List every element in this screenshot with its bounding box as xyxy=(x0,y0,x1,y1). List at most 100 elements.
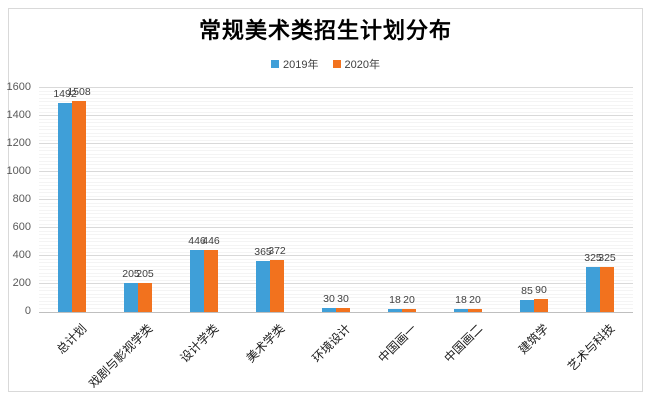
legend-swatch-2019-icon xyxy=(271,60,280,68)
legend-swatch-2020-icon xyxy=(332,60,341,68)
y-tick-label: 1000 xyxy=(6,165,31,177)
minor-gridline xyxy=(39,220,633,221)
minor-gridline xyxy=(39,111,633,113)
minor-gridline xyxy=(39,178,633,179)
bar-2020年 xyxy=(204,249,218,312)
x-axis-label: 美术学类 xyxy=(243,321,288,366)
x-axis-label: 艺术与科技 xyxy=(564,321,618,374)
value-label: 1508 xyxy=(67,85,91,98)
x-axis-label: 中国画二 xyxy=(441,321,486,366)
bar-2019年 xyxy=(58,103,72,312)
bar-2019年 xyxy=(388,309,402,312)
bar-2019年 xyxy=(322,307,336,312)
minor-gridline xyxy=(39,279,633,281)
bar-2020年 xyxy=(534,299,548,312)
value-label: 446 xyxy=(188,234,206,247)
minor-gridline xyxy=(39,129,633,130)
minor-gridline xyxy=(39,293,633,295)
major-gridline xyxy=(39,171,633,172)
minor-gridline xyxy=(39,234,633,235)
minor-gridline xyxy=(39,276,633,277)
minor-gridline xyxy=(39,244,633,246)
bar-2020年 xyxy=(72,100,86,312)
x-axis-label: 环境设计 xyxy=(309,321,354,366)
minor-gridline xyxy=(39,206,633,207)
minor-gridline xyxy=(39,262,633,263)
minor-gridline xyxy=(39,185,633,186)
value-label: 446 xyxy=(202,234,220,247)
value-label: 205 xyxy=(122,268,140,281)
minor-gridline xyxy=(39,101,633,102)
major-gridline xyxy=(39,255,633,256)
major-gridline xyxy=(39,283,633,284)
minor-gridline xyxy=(39,209,633,211)
value-label: 365 xyxy=(254,245,272,258)
y-tick-label: 1400 xyxy=(6,109,31,121)
y-tick-label: 1600 xyxy=(6,81,31,93)
legend-item-2019: 2019年 xyxy=(271,56,319,72)
minor-gridline xyxy=(39,230,633,232)
minor-gridline xyxy=(39,136,633,137)
minor-gridline xyxy=(39,108,633,109)
minor-gridline xyxy=(39,139,633,141)
bar-2019年 xyxy=(190,249,204,312)
x-axis-label: 戏剧与影视学类 xyxy=(86,321,156,391)
minor-gridline xyxy=(39,223,633,225)
minor-gridline xyxy=(39,195,633,197)
value-label: 85 xyxy=(521,285,533,298)
minor-gridline xyxy=(39,160,633,162)
minor-gridline xyxy=(39,153,633,155)
minor-gridline xyxy=(39,150,633,151)
value-label: 90 xyxy=(535,284,547,297)
bar-2019年 xyxy=(520,300,534,312)
minor-gridline xyxy=(39,202,633,204)
bar-2020年 xyxy=(336,307,350,312)
value-label: 30 xyxy=(323,292,335,305)
bar-2019年 xyxy=(256,260,270,312)
minor-gridline xyxy=(39,216,633,218)
bar-2020年 xyxy=(468,309,482,312)
minor-gridline xyxy=(39,122,633,123)
y-tick-label: 200 xyxy=(12,277,31,289)
minor-gridline xyxy=(39,286,633,288)
x-axis-label: 中国画一 xyxy=(375,321,420,366)
chart-title: 常规美术类招生计划分布 xyxy=(198,18,452,43)
x-axis-label: 建筑学 xyxy=(515,321,552,357)
minor-gridline xyxy=(39,118,633,120)
bar-2020年 xyxy=(138,283,152,312)
legend-label-2019: 2019年 xyxy=(283,59,319,71)
minor-gridline xyxy=(39,192,633,193)
value-label: 372 xyxy=(268,244,286,257)
minor-gridline xyxy=(39,164,633,165)
legend: 2019年 2020年 xyxy=(0,56,651,72)
bar-2019年 xyxy=(124,283,138,312)
minor-gridline xyxy=(39,181,633,183)
minor-gridline xyxy=(39,90,633,92)
minor-gridline xyxy=(39,241,633,242)
major-gridline xyxy=(39,199,633,200)
minor-gridline xyxy=(39,237,633,239)
bar-2020年 xyxy=(270,259,284,312)
value-label: 325 xyxy=(598,251,616,264)
y-tick-label: 0 xyxy=(24,305,31,317)
value-label: 1492 xyxy=(53,88,77,101)
minor-gridline xyxy=(39,146,633,148)
bar-2020年 xyxy=(402,309,416,312)
minor-gridline xyxy=(39,300,633,302)
value-label: 18 xyxy=(389,294,401,307)
minor-gridline xyxy=(39,248,633,249)
y-tick-label: 600 xyxy=(12,221,31,233)
y-tick-label: 400 xyxy=(12,249,31,261)
legend-label-2020: 2020年 xyxy=(344,59,380,71)
minor-gridline xyxy=(39,265,633,267)
minor-gridline xyxy=(39,251,633,253)
legend-item-2020: 2020年 xyxy=(332,56,380,72)
major-gridline xyxy=(39,227,633,228)
minor-gridline xyxy=(39,132,633,134)
minor-gridline xyxy=(39,94,633,95)
value-label: 30 xyxy=(337,292,349,305)
minor-gridline xyxy=(39,104,633,106)
minor-gridline xyxy=(39,304,633,305)
minor-gridline xyxy=(39,290,633,291)
